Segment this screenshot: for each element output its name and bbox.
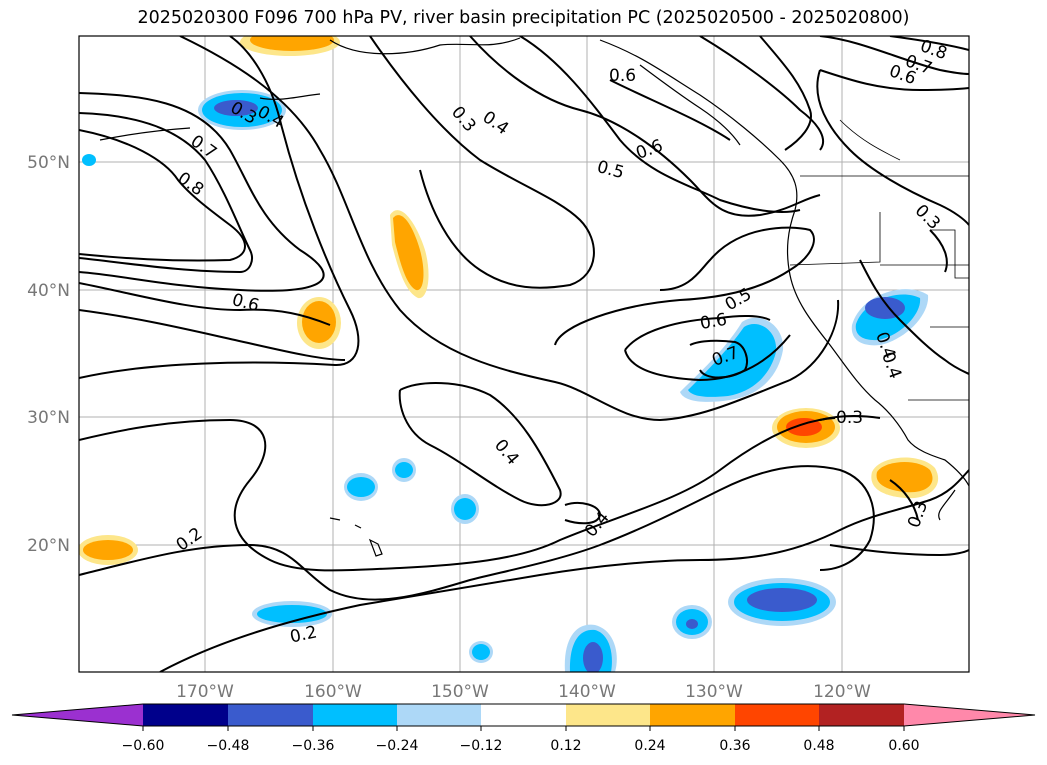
lon-label: 130°W [685,682,743,702]
pv-contours [79,36,969,672]
colorbar-bin [650,704,735,726]
map-title: 2025020300 F096 700 hPa PV, river basin … [137,8,910,28]
map-border [78,35,970,673]
contour-label: 0.3 [836,408,863,428]
lon-label: 140°W [558,682,616,702]
map-area [79,36,969,672]
colorbar-tick: 0.36 [719,738,750,754]
colorbar-tick: 0.24 [634,738,665,754]
colorbar-bin [481,704,566,726]
colorbar-tick: −0.24 [376,738,419,754]
colorbar-tick: −0.36 [292,738,335,754]
colorbar-tick: 0.60 [888,738,919,754]
longitude-labels: 170°W 160°W 150°W 140°W 130°W 120°W [176,682,871,702]
lon-label: 150°W [431,682,489,702]
colorbar-bin [143,704,228,726]
colorbar-low-extend [12,704,143,726]
precip-shading [79,36,939,672]
lon-label: 170°W [176,682,234,702]
lat-label: 50°N [27,153,70,173]
lon-label: 160°W [304,682,362,702]
lat-label: 40°N [27,281,70,301]
colorbar-tick: 0.48 [803,738,834,754]
contour-label: 0.6 [609,66,636,86]
lat-label: 30°N [27,408,70,428]
colorbar-tick: −0.60 [122,738,165,754]
graticule [79,36,969,672]
colorbar-bin [313,704,397,726]
colorbar-tick: −0.12 [460,738,503,754]
lat-label: 20°N [27,536,70,556]
colorbar-high-extend [904,704,1035,726]
contour-label: 0.6 [698,310,728,334]
colorbar: −0.60 −0.48 −0.36 −0.24 −0.12 0.12 0.24 … [11,703,1036,754]
colorbar-bin [735,704,819,726]
latitude-labels: 50°N 40°N 30°N 20°N [27,153,70,556]
colorbar-bin [819,704,904,726]
colorbar-bin [397,704,481,726]
lon-label: 120°W [813,682,871,702]
coastlines [99,37,969,557]
colorbar-tick: −0.48 [207,738,250,754]
colorbar-tick: 0.12 [550,738,581,754]
colorbar-bin [228,704,313,726]
colorbar-bin [566,704,650,726]
